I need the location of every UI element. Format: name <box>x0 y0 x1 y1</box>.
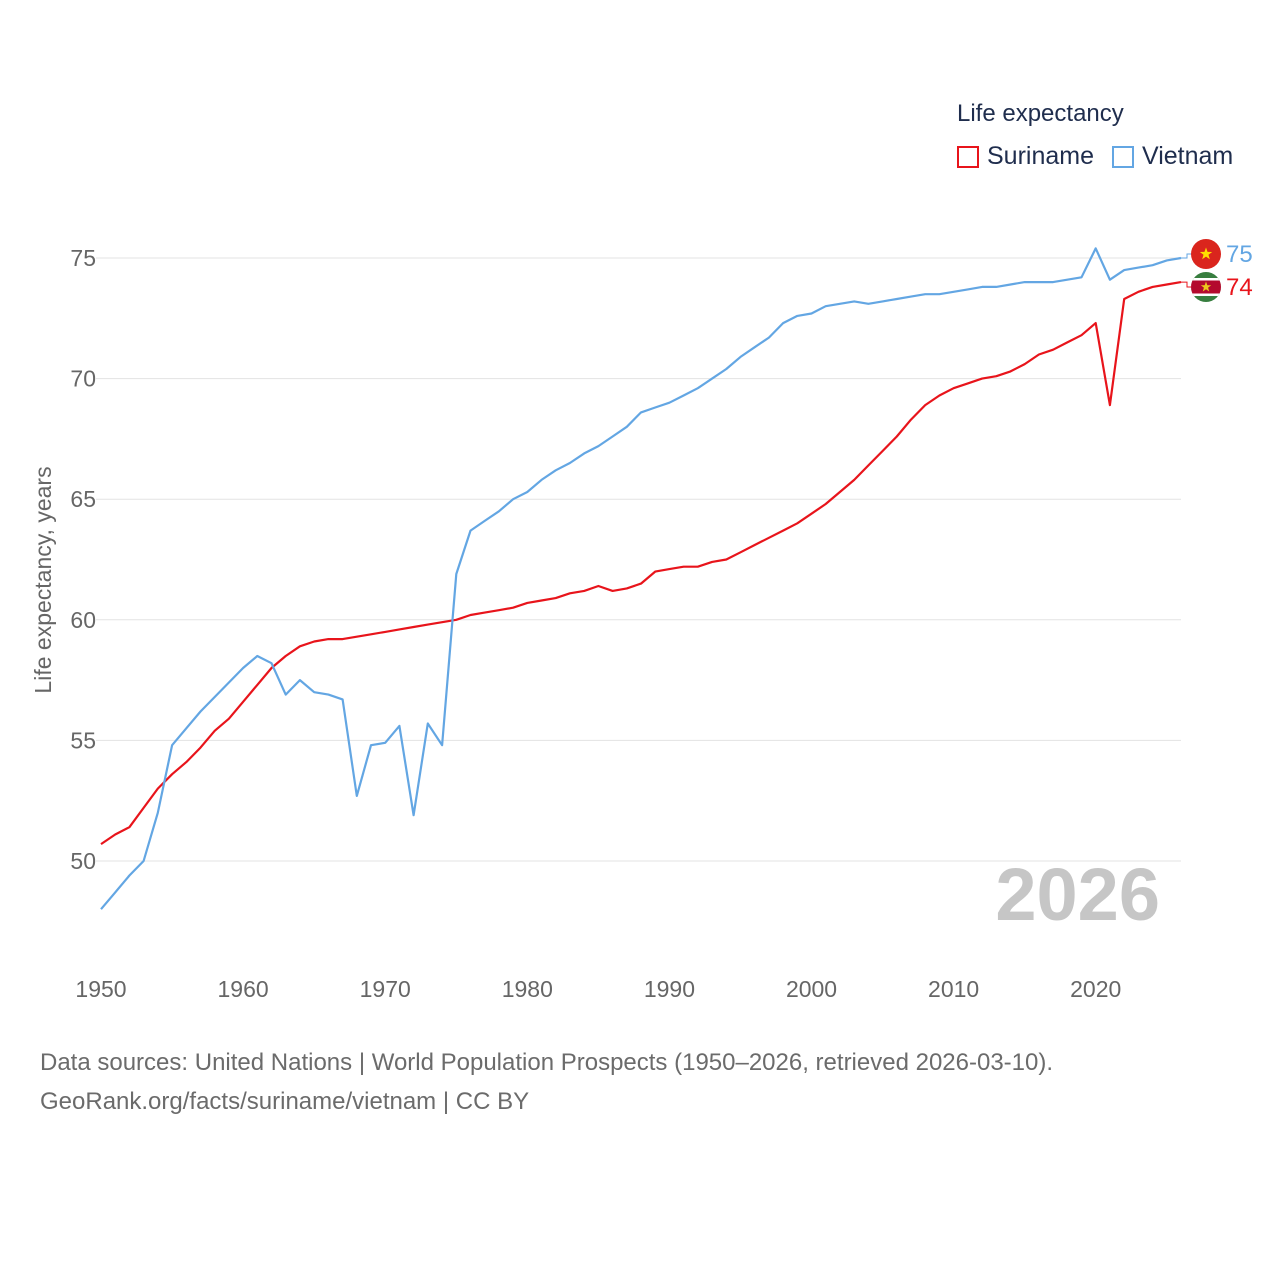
legend-title: Life expectancy <box>957 100 1124 127</box>
series-line-vietnam <box>100 247 1182 910</box>
x-tick-label: 1990 <box>644 976 695 1002</box>
x-tick-label: 1950 <box>75 976 126 1002</box>
y-tick-label: 75 <box>70 245 96 271</box>
y-tick-label: 55 <box>70 727 96 753</box>
x-tick-label: 1960 <box>218 976 269 1002</box>
x-tick-label: 1980 <box>502 976 553 1002</box>
y-tick-label: 50 <box>70 848 96 874</box>
x-tick-label: 2000 <box>786 976 837 1002</box>
legend-label-suriname: Suriname <box>987 142 1094 170</box>
end-label-vietnam: 75 <box>1226 241 1253 268</box>
y-tick-label: 70 <box>70 366 96 392</box>
suriname-flag-icon <box>1191 272 1221 302</box>
y-axis-ticks: 50 55 60 65 70 75 <box>70 245 96 874</box>
y-axis-label: Life expectancy, years <box>30 466 56 693</box>
x-tick-label: 1970 <box>360 976 411 1002</box>
x-tick-label: 2010 <box>928 976 979 1002</box>
x-axis-ticks: 1950 1960 1970 1980 1990 2000 2010 2020 <box>75 976 1121 1002</box>
source-line-2: GeoRank.org/facts/suriname/vietnam | CC … <box>40 1088 530 1115</box>
series-line-suriname <box>100 281 1182 846</box>
connector-suriname <box>1181 281 1191 288</box>
legend: Suriname Vietnam <box>957 142 1251 171</box>
series-lines <box>100 247 1182 910</box>
end-label-suriname: 74 <box>1226 274 1253 301</box>
legend-item-vietnam[interactable]: Vietnam <box>1112 142 1233 171</box>
legend-item-suriname[interactable]: Suriname <box>957 142 1094 171</box>
x-tick-label: 2020 <box>1070 976 1121 1002</box>
legend-swatch-suriname <box>957 145 979 168</box>
year-watermark: 2026 <box>995 853 1160 936</box>
data-source: Data sources: United Nations | World Pop… <box>40 1043 1053 1121</box>
vietnam-flag-icon <box>1191 239 1221 269</box>
source-line-1: Data sources: United Nations | World Pop… <box>40 1049 1054 1076</box>
gridlines <box>96 257 1181 862</box>
y-tick-label: 65 <box>70 486 96 512</box>
legend-label-vietnam: Vietnam <box>1142 142 1234 170</box>
connector-vietnam <box>1181 253 1191 259</box>
legend-swatch-vietnam <box>1112 145 1134 168</box>
y-tick-label: 60 <box>70 607 96 633</box>
